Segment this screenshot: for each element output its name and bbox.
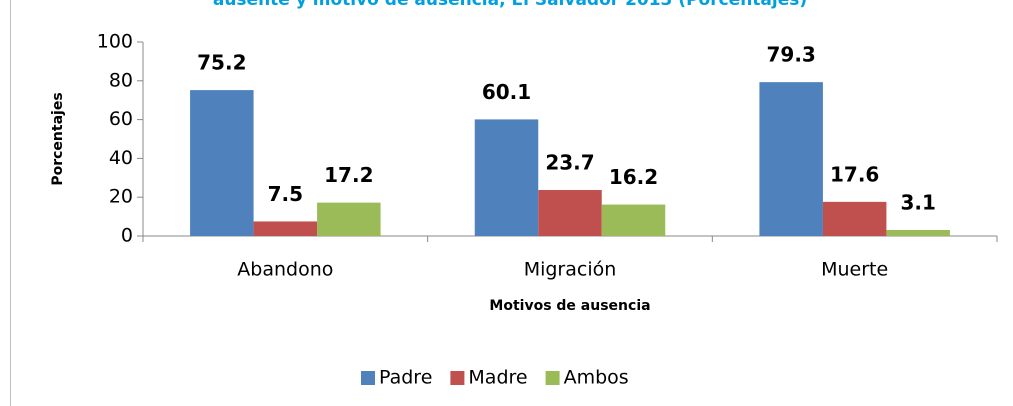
data-label: 79.3	[766, 43, 815, 67]
data-label: 16.2	[609, 165, 658, 189]
x-tick-label: Migración	[524, 259, 617, 281]
legend-swatch	[545, 371, 560, 385]
legend-label: Madre	[468, 367, 527, 389]
bar	[474, 119, 539, 236]
y-tick-label: 60	[109, 108, 133, 130]
bar	[317, 202, 381, 236]
bar	[601, 204, 666, 236]
data-label: 3.1	[900, 190, 935, 214]
data-label: 17.2	[324, 163, 373, 187]
x-tick-label: Abandono	[237, 259, 333, 281]
legend-swatch	[450, 371, 465, 385]
x-tick-label: Muerte	[821, 259, 888, 281]
bar	[759, 82, 823, 237]
legend-swatch	[361, 371, 375, 385]
chart-title: ausente y motivo de ausencia, El Salvado…	[213, 0, 807, 10]
legend-label: Padre	[379, 367, 432, 389]
bar	[886, 229, 950, 236]
y-tick-label: 20	[109, 186, 133, 208]
y-axis-title: Porcentajes	[50, 92, 66, 185]
legend-label: Ambos	[564, 367, 629, 389]
x-axis-title: Motivos de ausencia	[489, 298, 650, 314]
data-label: 23.7	[545, 151, 594, 175]
bar	[253, 221, 318, 236]
y-tick-label: 0	[121, 225, 133, 247]
y-tick-label: 80	[109, 69, 133, 91]
y-tick-label: 40	[109, 147, 133, 169]
bar	[822, 201, 887, 236]
data-label: 7.5	[268, 182, 303, 206]
data-label: 60.1	[482, 80, 531, 104]
bar	[190, 90, 254, 236]
y-tick-label: 100	[97, 31, 133, 53]
bar	[538, 190, 602, 236]
data-label: 17.6	[830, 162, 879, 186]
data-label: 75.2	[197, 51, 246, 75]
